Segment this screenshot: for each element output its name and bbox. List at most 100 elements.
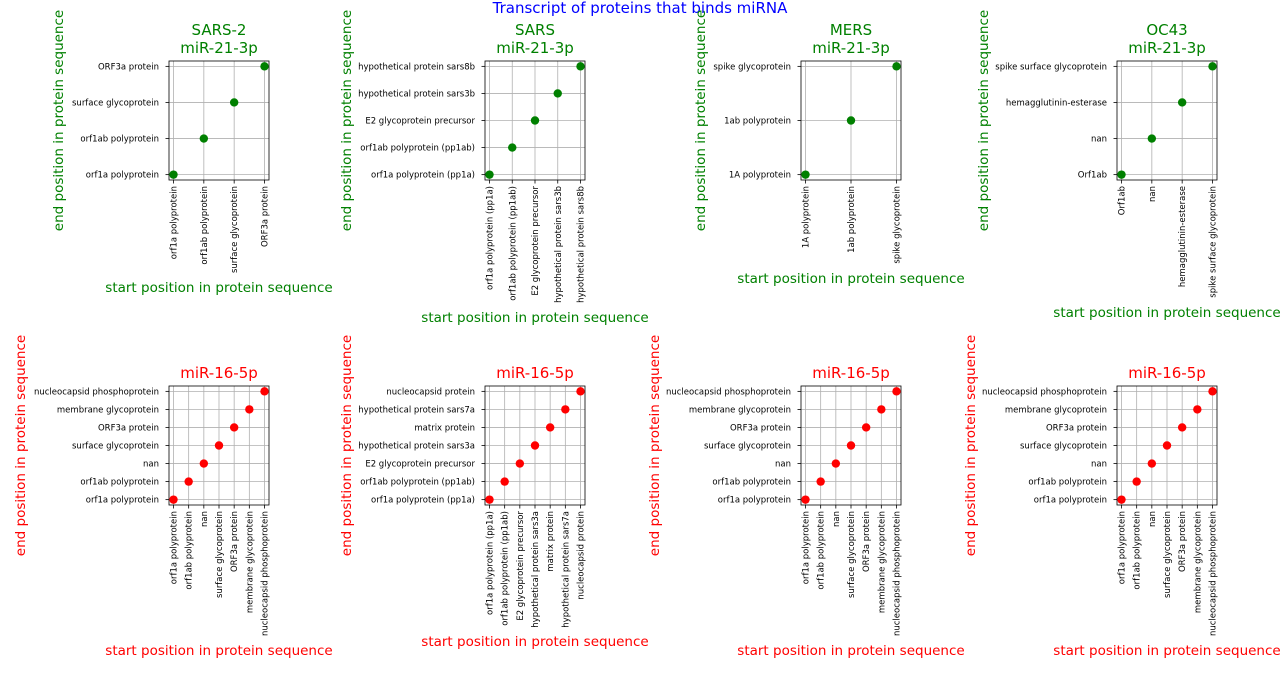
scatter-panel-8: orf1a polyprotein orf1a polyprotein orf1ab… — [963, 335, 1280, 659]
x-tick-label: orf1a polyprotein (pp1a) — [486, 186, 496, 290]
data-point — [184, 477, 193, 486]
y-tick-label: hypothetical protein sars8b — [358, 62, 475, 72]
x-tick-label: ORF3a protein — [261, 186, 271, 247]
data-point — [831, 459, 841, 468]
data-point — [260, 387, 269, 396]
x-tick-label: 1A polyprotein — [802, 186, 812, 248]
x-tick-label: nan — [832, 511, 842, 527]
x-tick-label: spike glycoprotein — [893, 186, 903, 264]
y-tick-label: ORF3a protein — [98, 423, 159, 433]
y-tick-label: surface glycoprotein — [704, 442, 791, 452]
data-point — [508, 143, 517, 152]
y-tick-label: spike surface glycoprotein — [995, 62, 1107, 72]
y-tick-label: surface glycoprotein — [72, 98, 159, 108]
panel-title: miR-16-5p — [1128, 364, 1206, 382]
data-point — [199, 459, 209, 468]
y-tick-label: nucleocapsid phosphoprotein — [982, 387, 1107, 397]
data-point — [801, 495, 810, 504]
x-tick-label: nucleocapsid phosphoprotein — [893, 511, 903, 636]
x-tick-label: hypothetical protein sars3b — [554, 186, 564, 303]
data-point — [169, 495, 178, 504]
y-tick-label: orf1ab polyprotein — [712, 478, 791, 488]
scatter-panel-1: orf1a polyprotein orf1a polyprotein orf1ab… — [51, 10, 333, 296]
data-point — [245, 405, 254, 414]
y-axis-label: end position in protein sequence — [976, 10, 992, 231]
x-tick-label: hypothetical protein sars8b — [577, 186, 587, 303]
y-tick-label: orf1ab polyprotein (pp1ab) — [360, 144, 475, 154]
data-point — [1208, 62, 1217, 71]
x-tick-label: nucleocapsid phosphoprotein — [261, 511, 271, 636]
y-axis-label: end position in protein sequence — [13, 335, 29, 556]
y-tick-label: ORF3a protein — [98, 62, 159, 72]
data-point — [1117, 170, 1126, 179]
y-tick-label: orf1ab polyprotein — [80, 478, 159, 488]
data-point — [576, 62, 585, 71]
x-tick-label: ORF3a protein — [230, 511, 240, 572]
axes-frame — [1116, 60, 1218, 181]
panel-title: miR-16-5p — [180, 364, 258, 382]
x-tick-label: membrane glycoprotein — [877, 511, 887, 613]
data-point — [816, 477, 825, 486]
y-axis-label: end position in protein sequence — [339, 10, 355, 231]
x-tick-label: hemagglutinin-esterase — [1178, 186, 1188, 287]
axes-frame — [168, 60, 270, 181]
scatter-panel-4: Orf1ab Orf1ab nan nan hemagglutinin-esterase… — [976, 10, 1280, 321]
y-tick-label: orf1a polyprotein — [86, 496, 159, 506]
y-tick-label: nan — [1091, 460, 1107, 470]
y-tick-label: nucleocapsid protein — [386, 387, 475, 397]
x-tick-label: orf1a polyprotein — [170, 511, 180, 584]
y-tick-label: membrane glycoprotein — [57, 405, 159, 415]
data-point — [801, 170, 810, 179]
data-point — [877, 405, 886, 414]
x-axis-label: start position in protein sequence — [737, 271, 964, 287]
panel-title: OC43 — [1146, 21, 1187, 39]
panel-title: miR-21-3p — [496, 39, 574, 57]
data-point — [169, 170, 178, 179]
y-tick-label: ORF3a protein — [730, 423, 791, 433]
y-tick-label: orf1ab polyprotein (pp1ab) — [360, 478, 475, 488]
y-tick-label: ORF3a protein — [1046, 423, 1107, 433]
data-point — [485, 495, 494, 504]
x-tick-label: orf1ab polyprotein — [200, 186, 210, 265]
data-point — [1177, 98, 1187, 107]
x-tick-label: orf1ab polyprotein (pp1ab) — [508, 186, 518, 301]
scatter-panel-5: orf1a polyprotein orf1a polyprotein orf1ab… — [13, 335, 333, 659]
y-tick-label: nan — [1091, 135, 1107, 145]
x-tick-label: orf1ab polyprotein — [1133, 511, 1143, 590]
x-tick-label: orf1a polyprotein — [802, 511, 812, 584]
data-point — [485, 170, 494, 179]
x-tick-label: nucleocapsid phosphoprotein — [1209, 511, 1219, 636]
y-tick-label: matrix protein — [414, 423, 475, 433]
data-point — [229, 423, 239, 432]
x-tick-label: 1ab polyprotein — [847, 186, 857, 253]
data-point — [553, 89, 562, 98]
scatter-panel-3: 1A polyprotein 1A polyprotein 1ab polyprot… — [693, 10, 965, 287]
x-tick-label: matrix protein — [546, 511, 556, 572]
data-point — [576, 387, 585, 396]
panel-title: MERS — [830, 21, 872, 39]
x-tick-label: orf1a polyprotein — [170, 186, 180, 259]
x-axis-label: start position in protein sequence — [1053, 643, 1280, 659]
y-tick-label: hypothetical protein sars7a — [358, 405, 475, 415]
x-tick-label: nucleocapsid protein — [577, 511, 587, 600]
x-tick-label: nan — [1148, 511, 1158, 527]
y-tick-label: Orf1ab — [1078, 171, 1107, 181]
x-tick-label: ORF3a protein — [862, 511, 872, 572]
x-tick-label: nan — [200, 511, 210, 527]
x-tick-label: surface glycoprotein — [215, 511, 225, 598]
x-tick-label: surface glycoprotein — [847, 511, 857, 598]
data-point — [1147, 134, 1157, 143]
scatter-panel-6: orf1a polyprotein (pp1a) orf1a polyprotei… — [339, 335, 649, 650]
data-point — [229, 98, 239, 107]
y-tick-label: spike glycoprotein — [713, 62, 791, 72]
data-point — [846, 441, 856, 450]
x-tick-label: surface glycoprotein — [230, 186, 240, 273]
data-point — [892, 387, 901, 396]
x-tick-label: Orf1ab — [1118, 186, 1128, 215]
x-tick-label: spike surface glycoprotein — [1209, 186, 1219, 298]
y-tick-label: orf1a polyprotein — [1034, 496, 1107, 506]
data-point — [892, 62, 901, 71]
x-axis-label: start position in protein sequence — [421, 310, 648, 326]
panel-title: miR-21-3p — [812, 39, 890, 57]
y-tick-label: E2 glycoprotein precursor — [365, 460, 475, 470]
